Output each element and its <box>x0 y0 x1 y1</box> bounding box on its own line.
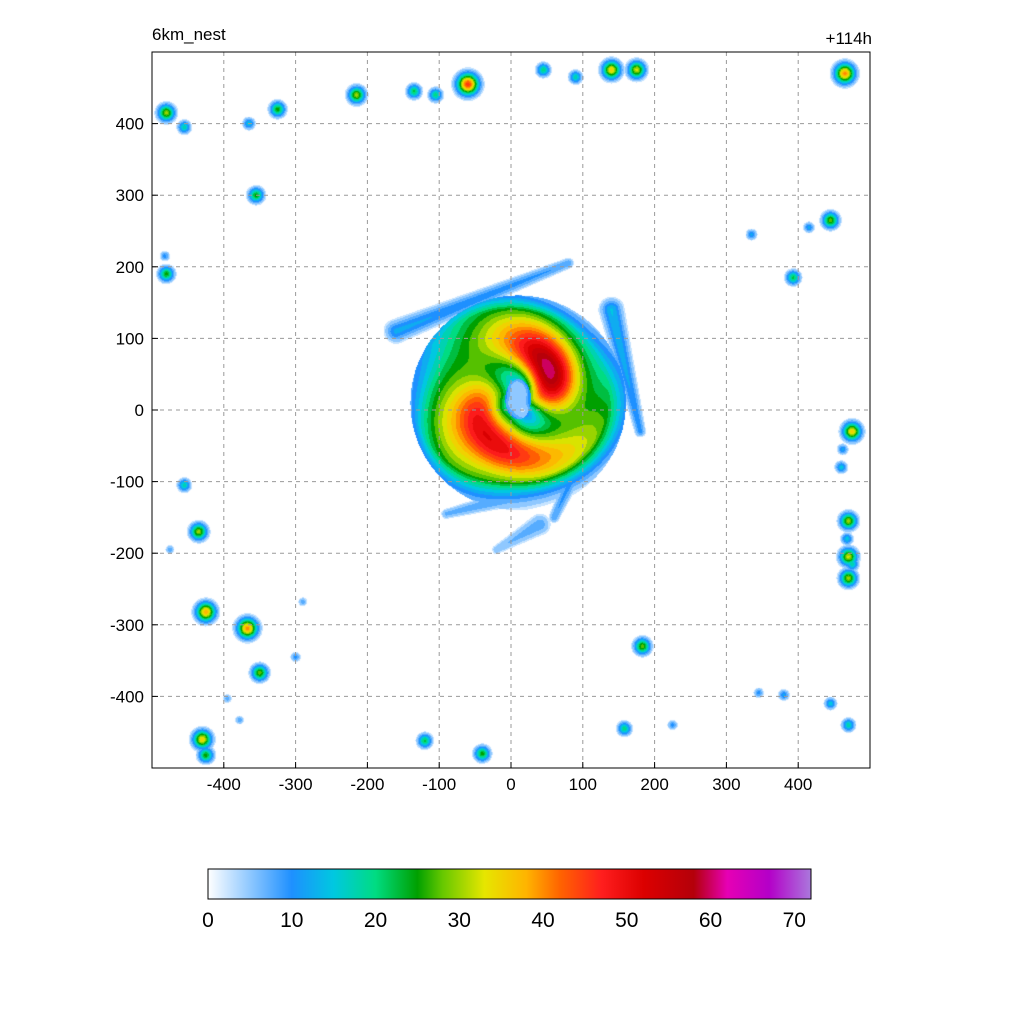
colorbar-tick-label: 10 <box>280 909 303 932</box>
colorbar-tick-label: 40 <box>531 909 554 932</box>
y-tick-label: -100 <box>110 473 144 492</box>
y-tick-label: 400 <box>116 115 144 134</box>
chart-title-right: +114h <box>826 29 872 48</box>
colorbar: 0 10 20 30 40 50 60 70 <box>202 868 812 932</box>
colorbar-tick-label: 30 <box>448 909 471 932</box>
y-tick-label: 300 <box>116 186 144 205</box>
colorbar-tick-label: 60 <box>699 909 722 932</box>
y-axis-ticks: 400 300 200 100 0 -100 -200 -300 -400 <box>110 115 158 706</box>
plot-area: -400 -300 -200 -100 0 100 200 300 400 400 300 200 1… <box>110 51 871 794</box>
y-tick-label: -200 <box>110 544 144 563</box>
colorbar-ticks: 0 10 20 30 40 50 60 70 <box>202 909 806 932</box>
colorbar-tick-label: 50 <box>615 909 638 932</box>
chart-title-left: 6km_nest <box>152 25 226 44</box>
x-tick-label: -400 <box>207 775 241 794</box>
x-tick-label: 300 <box>712 775 740 794</box>
plot-canvas-holder <box>152 52 870 768</box>
x-tick-label: -200 <box>350 775 384 794</box>
x-axis-ticks: -400 -300 -200 -100 0 100 200 300 400 <box>207 762 812 794</box>
y-tick-label: 200 <box>116 258 144 277</box>
colorbar-tick-label: 70 <box>783 909 806 932</box>
colorbar-tick-label: 20 <box>364 909 387 932</box>
x-tick-label: -100 <box>422 775 456 794</box>
colorbar-tick-label: 0 <box>202 909 214 932</box>
colorbar-gradient <box>207 868 812 900</box>
reflectivity-field <box>152 52 870 768</box>
y-tick-label: 100 <box>116 329 144 348</box>
x-tick-label: 0 <box>506 775 515 794</box>
y-tick-label: -300 <box>110 616 144 635</box>
x-tick-label: 100 <box>569 775 597 794</box>
y-tick-label: -400 <box>110 687 144 706</box>
x-tick-label: 400 <box>784 775 812 794</box>
x-tick-label: 200 <box>640 775 668 794</box>
x-tick-label: -300 <box>279 775 313 794</box>
y-tick-label: 0 <box>135 401 144 420</box>
